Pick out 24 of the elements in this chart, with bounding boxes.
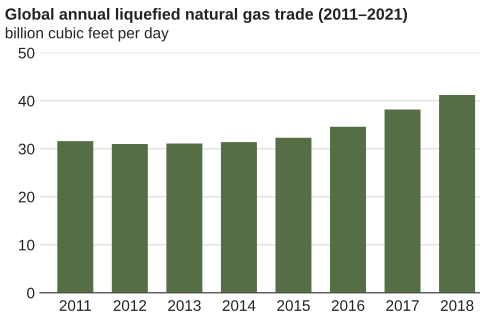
- bar: [275, 138, 312, 293]
- y-tick-label: 10: [19, 240, 34, 250]
- y-tick-label: 0: [27, 288, 34, 298]
- x-tick-label: 2013: [168, 300, 201, 311]
- y-tick-label: 50: [18, 48, 34, 58]
- x-tick-label: 2012: [114, 300, 146, 311]
- y-tick-label: 30: [18, 144, 34, 154]
- x-tick-label: 2018: [440, 300, 474, 311]
- chart-title: Global annual liquefied natural gas trade (2011–2021): [5, 8, 408, 23]
- x-tick-label: 2015: [277, 300, 310, 311]
- y-tick-label: 40: [18, 96, 34, 106]
- bar: [220, 142, 257, 293]
- x-tick-label: 2016: [332, 300, 364, 311]
- x-tick-label: 2011: [60, 300, 91, 311]
- bar: [439, 95, 476, 293]
- x-tick-label: 2017: [386, 300, 419, 311]
- bar: [57, 141, 94, 293]
- x-tick-label: 2014: [222, 300, 256, 311]
- chart-subtitle: billion cubic feet per day: [6, 27, 169, 42]
- bar: [330, 126, 366, 293]
- bar: [384, 109, 421, 293]
- bar: [112, 144, 148, 293]
- bar: [166, 144, 202, 293]
- y-tick-label: 20: [18, 192, 34, 202]
